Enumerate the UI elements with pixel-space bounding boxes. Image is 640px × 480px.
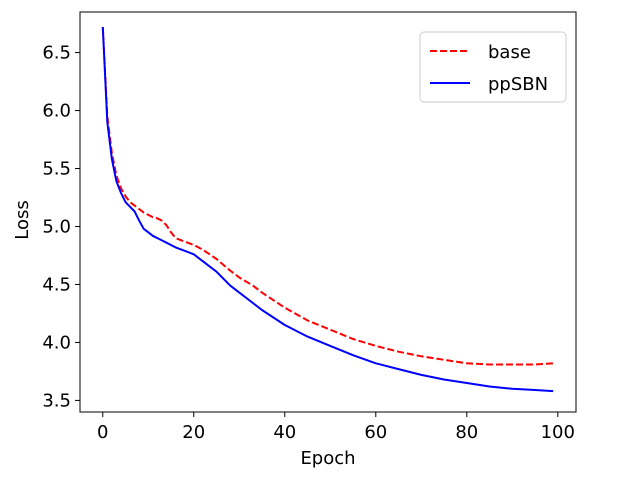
y-tick-label: 6.5 [42, 43, 71, 64]
series-line-base [101, 27, 554, 366]
legend: base ppSBN [419, 31, 567, 103]
x-tick-label: 80 [455, 422, 478, 443]
x-tick-label: 40 [273, 422, 296, 443]
x-tick-label: 60 [364, 422, 387, 443]
plot-lines [101, 27, 554, 393]
legend-base-label: base [488, 42, 531, 63]
y-tick-label: 6.0 [42, 101, 71, 122]
plot-frame [79, 11, 577, 413]
y-axis-title: Loss [12, 200, 33, 239]
y-tick-label: 5.5 [42, 159, 71, 180]
y-tick-label: 5.0 [42, 216, 71, 237]
series-line-ppsbn [101, 27, 554, 393]
x-tick-label: 0 [97, 422, 108, 443]
y-tick-label: 3.5 [42, 390, 71, 411]
axis-ticks: 0 20 40 60 80 100 3.5 4.0 4.5 5.0 5.5 6.0 6.5 [42, 43, 575, 443]
x-tick-label: 100 [541, 422, 575, 443]
y-tick-label: 4.5 [42, 274, 71, 295]
x-tick-label: 20 [182, 422, 205, 443]
legend-box [419, 31, 567, 103]
x-axis-title: Epoch [300, 448, 355, 469]
y-tick-label: 4.0 [42, 332, 71, 353]
legend-ppsbn-label: ppSBN [488, 74, 548, 95]
